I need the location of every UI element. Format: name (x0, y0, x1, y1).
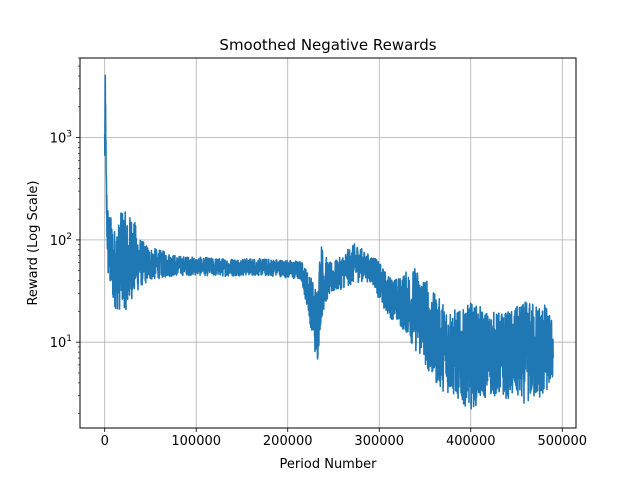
chart-title: Smoothed Negative Rewards (219, 36, 436, 54)
y-tick-label: 101 (50, 334, 72, 351)
plot-area (103, 74, 554, 410)
x-tick-label: 400000 (446, 434, 496, 449)
x-axis-ticks: 0 100000 200000 300000 400000 500000 (101, 428, 587, 449)
x-axis-label: Period Number (280, 457, 378, 472)
x-tick-label: 300000 (354, 434, 404, 449)
y-axis-ticks: 101 102 103 (50, 57, 80, 415)
y-tick-label: 103 (50, 130, 72, 147)
y-tick-label: 102 (50, 232, 72, 249)
series-line (103, 74, 554, 410)
y-axis-label: Reward (Log Scale) (26, 180, 41, 305)
x-tick-label: 0 (101, 434, 109, 449)
x-tick-label: 200000 (263, 434, 313, 449)
x-tick-label: 500000 (537, 434, 587, 449)
axes-frame (79, 57, 577, 429)
x-tick-label: 100000 (171, 434, 221, 449)
